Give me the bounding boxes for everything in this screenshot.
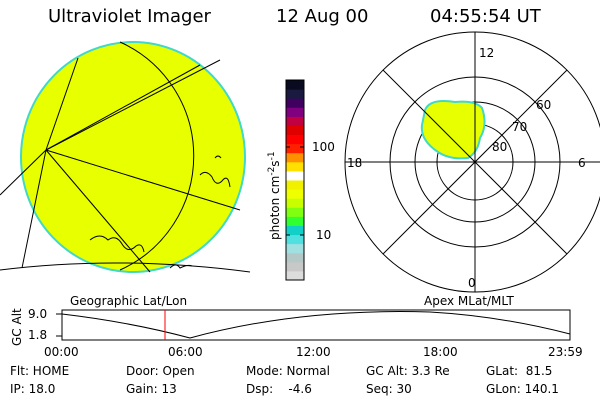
colorbar-segment	[286, 234, 304, 245]
mlt-12-label: 12	[479, 46, 495, 60]
colorbar-segment	[286, 207, 304, 217]
colorbar-segment	[286, 107, 304, 117]
colorbar-segment	[286, 116, 304, 126]
time-label: 04:55:54 UT	[430, 6, 541, 27]
mlt-0-label: 0	[468, 276, 476, 290]
colorbar-segment	[286, 98, 304, 108]
geographic-label: Geographic Lat/Lon	[70, 294, 188, 308]
x-tick-1800: 18:00	[423, 345, 458, 359]
colorbar-segment	[286, 243, 304, 254]
lat-60-label: 60	[536, 98, 552, 112]
colorbar-segment	[286, 143, 304, 154]
colorbar-segment	[286, 252, 304, 263]
auroral-oval	[420, 100, 486, 160]
x-tick-1200: 12:00	[296, 345, 331, 359]
colorbar-unit-label: photon cm-2s-1	[267, 151, 282, 240]
info-ip: IP: 18.0	[10, 382, 56, 396]
colorbar-segment	[286, 125, 304, 136]
colorbar-segment	[286, 152, 304, 163]
apex-label: Apex MLat/MLT	[424, 294, 514, 308]
colorbar-segment	[286, 198, 304, 208]
info-glon: GLon: 140.1	[486, 382, 559, 396]
polar-plot	[344, 31, 600, 293]
colorbar-tick-10: 10	[316, 228, 332, 242]
info-door: Door: Open	[126, 364, 195, 378]
colorbar-segment	[286, 89, 304, 99]
colorbar-segment	[286, 270, 304, 281]
info-glat: GLat: 81.5	[486, 364, 553, 378]
mlt-6-label: 6	[578, 156, 586, 170]
info-flt: Flt: HOME	[10, 364, 70, 378]
colorbar-segment	[286, 80, 304, 90]
info-seq: Seq: 30	[366, 382, 412, 396]
alt-y-top: 9.0	[28, 307, 48, 321]
colorbar-segment	[286, 216, 304, 226]
colorbar-frame	[285, 79, 305, 281]
lat-80-label: 80	[492, 140, 508, 154]
colorbar-segment	[286, 134, 304, 145]
colorbar-segment	[286, 161, 304, 172]
instrument-title: Ultraviolet Imager	[48, 6, 211, 27]
info-gcalt: GC Alt: 3.3 Re	[366, 364, 450, 378]
colorbar-segment	[286, 261, 304, 272]
colorbar-segment	[286, 225, 304, 236]
colorbar-segment	[286, 170, 304, 181]
gc-alt-axis-label: GC Alt	[10, 308, 24, 346]
info-gain: Gain: 13	[126, 382, 177, 396]
mlt-18-label: 18	[347, 156, 363, 170]
altitude-plot	[56, 309, 571, 341]
info-mode: Mode: Normal	[246, 364, 330, 378]
colorbar-tick-100: 100	[312, 140, 335, 154]
geographic-image	[0, 41, 251, 273]
alt-y-bottom: 1.8	[28, 328, 48, 342]
colorbar	[286, 80, 304, 281]
colorbar-segment	[286, 180, 304, 190]
date-label: 12 Aug 00	[276, 6, 369, 27]
x-tick-2359: 23:59	[548, 345, 583, 359]
colorbar-segment	[286, 189, 304, 199]
lat-70-label: 70	[512, 120, 528, 134]
x-tick-0000: 00:00	[44, 345, 79, 359]
info-dsp: Dsp: -4.6	[246, 382, 312, 396]
x-tick-0600: 06:00	[168, 345, 203, 359]
